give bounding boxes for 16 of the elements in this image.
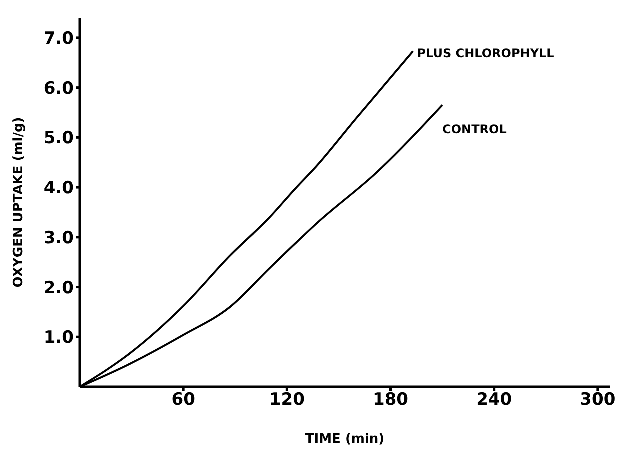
y-tick-label: 3.0 xyxy=(44,228,74,248)
y-tick-label: 7.0 xyxy=(44,28,74,49)
y-tick-label: 5.0 xyxy=(44,128,74,149)
y-axis-title: OXYGEN UPTAKE (ml/g) xyxy=(12,117,27,288)
x-tick-label: 60 xyxy=(172,390,196,410)
y-tick-label: 4.0 xyxy=(44,178,74,199)
series-label: PLUS CHLOROPHYLL xyxy=(417,46,555,60)
x-tick-label: 300 xyxy=(580,390,616,410)
x-tick-label: 180 xyxy=(373,390,409,410)
x-tick-label: 240 xyxy=(476,390,512,410)
series-label: CONTROL xyxy=(442,122,508,136)
y-tick-label: 6.0 xyxy=(44,78,74,99)
x-tick-label: 120 xyxy=(269,390,306,410)
y-tick-label: 2.0 xyxy=(44,278,74,298)
x-axis-title: TIME (min) xyxy=(305,432,385,447)
y-tick-label: 1.0 xyxy=(44,328,74,348)
